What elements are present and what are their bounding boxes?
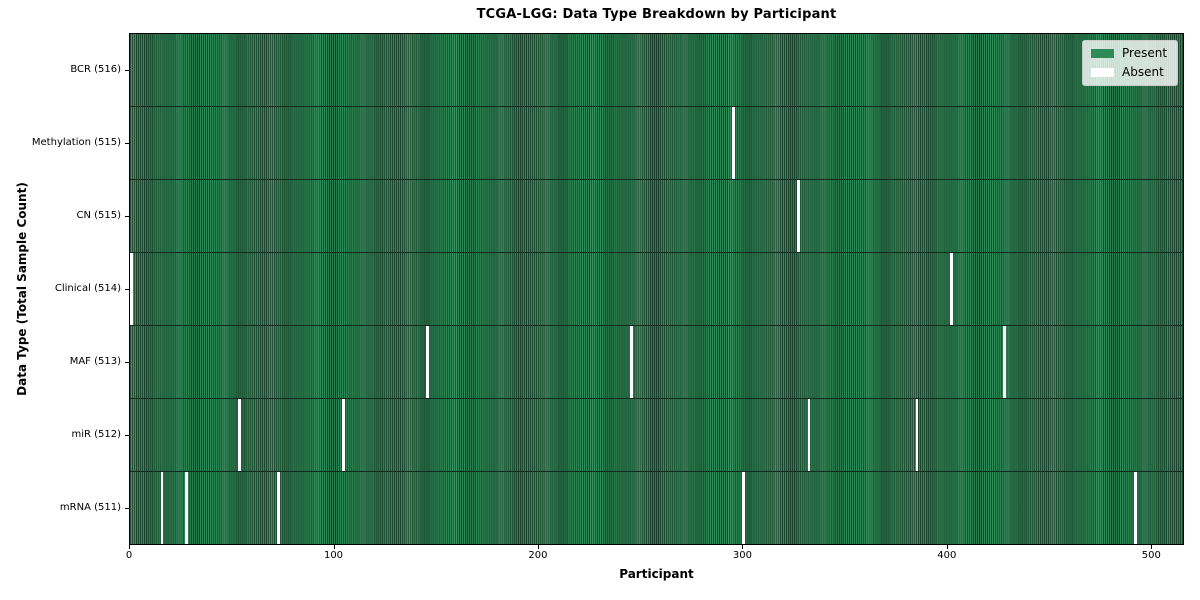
absent-marker bbox=[797, 180, 800, 252]
y-tick-mark bbox=[125, 216, 129, 217]
x-tick-label: 300 bbox=[732, 550, 752, 561]
y-tick-label: miR (512) bbox=[71, 429, 121, 440]
absent-marker bbox=[130, 253, 133, 325]
x-tick-mark bbox=[537, 545, 539, 549]
x-tick-label: 200 bbox=[528, 550, 548, 561]
heatmap-row-mrna bbox=[130, 471, 1183, 544]
chart-title: TCGA-LGG: Data Type Breakdown by Partici… bbox=[476, 7, 837, 22]
x-tick-mark bbox=[129, 545, 130, 549]
absent-marker bbox=[915, 399, 919, 471]
y-tick-mark bbox=[125, 435, 129, 436]
heatmap-row-maf bbox=[130, 325, 1183, 398]
legend-swatch-present bbox=[1091, 49, 1114, 58]
x-tick-label: 400 bbox=[937, 550, 957, 561]
x-tick-mark bbox=[946, 545, 948, 549]
legend-label: Present bbox=[1122, 46, 1168, 60]
y-tick-label: MAF (513) bbox=[69, 356, 121, 367]
absent-marker bbox=[1134, 472, 1137, 544]
y-tick-mark bbox=[125, 508, 129, 509]
absent-marker bbox=[1003, 326, 1007, 398]
x-tick-mark bbox=[742, 545, 744, 549]
y-tick-mark bbox=[125, 362, 129, 363]
absent-marker bbox=[276, 472, 280, 544]
absent-marker bbox=[629, 326, 633, 398]
y-tick-mark bbox=[125, 289, 129, 290]
y-tick-label: Clinical (514) bbox=[54, 283, 121, 294]
absent-marker bbox=[732, 107, 735, 179]
y-tick-label: mRNA (511) bbox=[59, 502, 121, 513]
heatmap-row-mir bbox=[130, 398, 1183, 471]
absent-marker bbox=[342, 399, 345, 471]
legend-item: Absent bbox=[1091, 66, 1169, 79]
x-tick-label: 500 bbox=[1141, 550, 1161, 561]
absent-marker bbox=[160, 472, 164, 544]
absent-marker bbox=[185, 472, 188, 544]
x-tick-label: 100 bbox=[323, 550, 344, 561]
x-tick-mark bbox=[333, 545, 335, 549]
absent-marker bbox=[742, 472, 745, 544]
plot-area bbox=[129, 33, 1184, 545]
absent-marker bbox=[238, 399, 241, 471]
x-tick-label: 0 bbox=[125, 550, 133, 561]
heatmap-row-clinical bbox=[130, 252, 1183, 325]
y-tick-label: CN (515) bbox=[76, 210, 121, 221]
heatmap-row-cn bbox=[130, 179, 1183, 252]
y-tick-mark bbox=[125, 143, 129, 144]
heatmap-row-bcr bbox=[130, 34, 1183, 106]
legend-item: Present bbox=[1091, 47, 1169, 60]
x-axis-label: Participant bbox=[619, 567, 694, 581]
absent-marker bbox=[425, 326, 429, 398]
absent-marker bbox=[950, 253, 954, 325]
y-tick-label: BCR (516) bbox=[70, 64, 121, 75]
y-tick-mark bbox=[125, 70, 129, 71]
legend-label: Absent bbox=[1122, 65, 1164, 79]
x-tick-mark bbox=[1151, 545, 1153, 549]
legend-swatch-absent bbox=[1091, 68, 1114, 77]
absent-marker bbox=[807, 399, 811, 471]
heatmap-row-methylation bbox=[130, 106, 1183, 179]
legend: Present Absent bbox=[1082, 40, 1178, 86]
y-tick-label: Methylation (515) bbox=[31, 137, 121, 148]
